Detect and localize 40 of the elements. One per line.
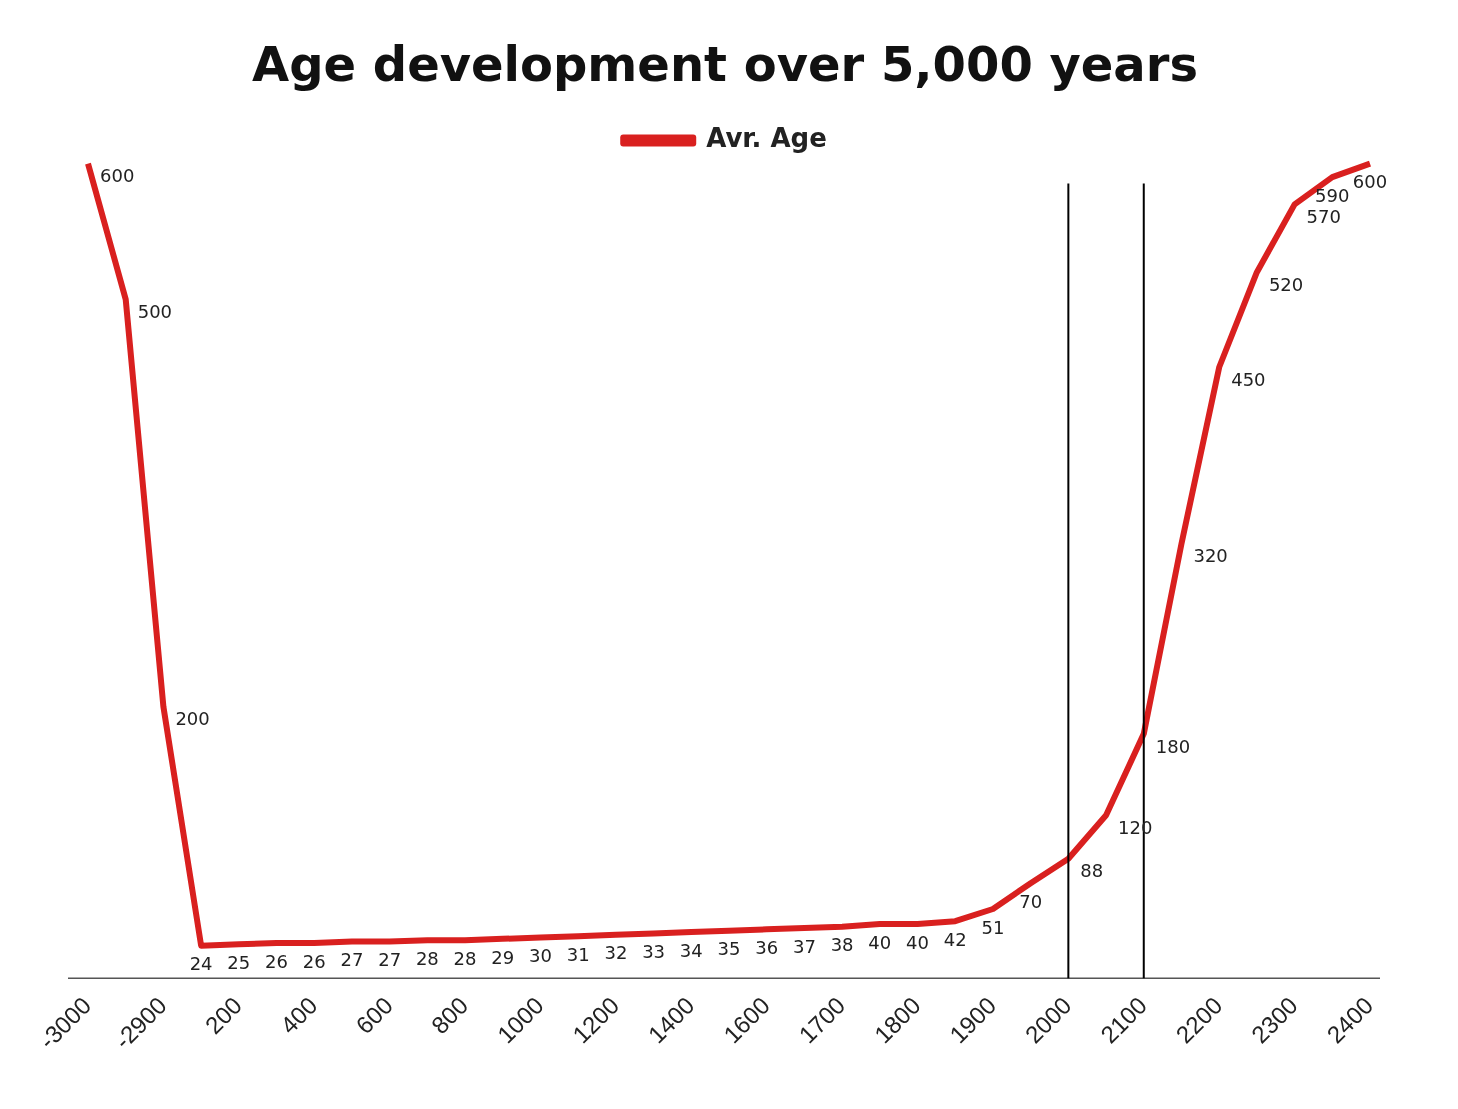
data-label: 38 (830, 934, 854, 956)
data-label: 31 (566, 943, 590, 965)
data-label: 40 (906, 931, 929, 953)
data-label: 27 (378, 949, 402, 971)
x-tick-label: 400 (275, 991, 323, 1039)
data-label: 570 (1306, 206, 1341, 227)
data-label: 42 (943, 928, 967, 950)
data-label: 30 (529, 945, 552, 967)
data-label: 29 (491, 946, 515, 968)
data-label: 26 (265, 950, 288, 972)
data-label: 28 (453, 947, 477, 969)
data-label: 25 (227, 951, 251, 973)
data-label: 520 (1268, 273, 1304, 295)
data-label: 37 (792, 935, 816, 957)
data-label: 600 (100, 165, 135, 187)
x-tick-label: 600 (350, 991, 398, 1039)
data-label: 40 (868, 931, 892, 953)
x-tick-label: 200 (199, 991, 248, 1039)
data-label: 36 (755, 937, 779, 959)
data-label: 500 (137, 301, 173, 323)
data-label: 450 (1231, 368, 1266, 390)
data-label: 590 (1315, 184, 1350, 206)
data-label: 200 (175, 708, 210, 730)
data-label: 26 (302, 950, 326, 972)
chart-title: Age development over 5,000 years (252, 36, 1198, 93)
data-label: 35 (717, 938, 741, 960)
data-label: 34 (679, 939, 703, 961)
data-label: 320 (1193, 545, 1228, 567)
data-label: 600 (1352, 171, 1388, 193)
data-label: 88 (1080, 860, 1104, 882)
data-label: 27 (340, 949, 364, 971)
x-tick-label: 800 (425, 991, 474, 1039)
data-label: 32 (604, 942, 628, 964)
data-label: 28 (415, 947, 439, 969)
legend-label: Avr. Age (706, 123, 827, 154)
data-label: 33 (642, 941, 666, 963)
data-label: 24 (189, 953, 213, 975)
data-label: 51 (981, 916, 1005, 938)
data-label: 70 (1019, 890, 1043, 912)
data-label: 180 (1155, 735, 1191, 757)
